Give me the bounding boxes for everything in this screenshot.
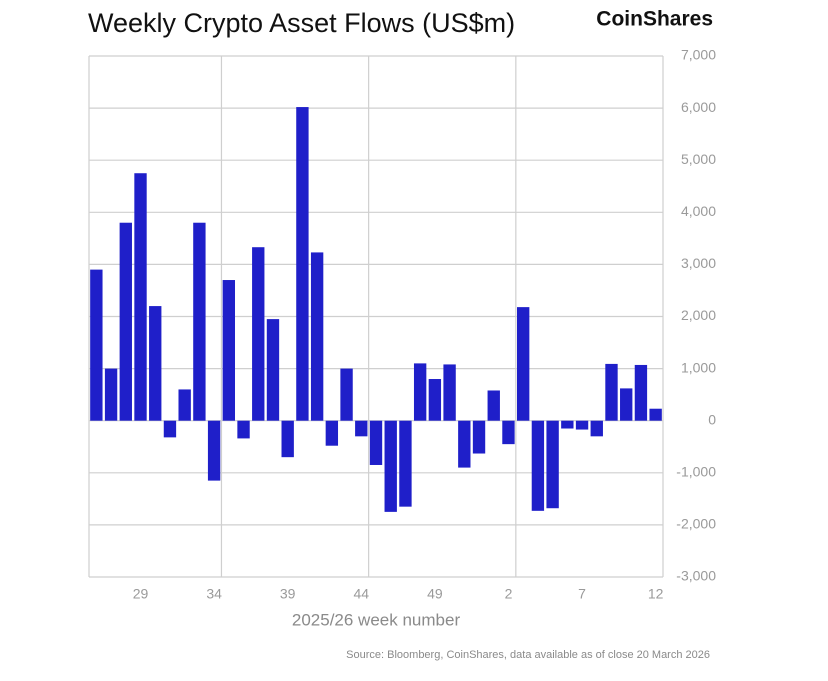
x-tick-label: 39: [280, 586, 296, 602]
bar: [472, 420, 486, 454]
bar: [104, 368, 118, 421]
y-tick-label: 0: [708, 411, 716, 427]
y-tick-label: 5,000: [681, 151, 716, 167]
x-tick-label: 49: [427, 586, 443, 602]
bar: [252, 247, 265, 421]
bar: [134, 173, 147, 421]
y-tick-label: 6,000: [681, 99, 716, 115]
bar: [149, 306, 162, 421]
bar: [119, 222, 132, 421]
bar: [605, 363, 618, 421]
bar: [222, 280, 236, 421]
x-tick-label: 2: [505, 586, 513, 602]
bar: [575, 420, 589, 430]
bar: [634, 364, 648, 421]
bar: [399, 420, 412, 507]
bar: [281, 420, 294, 458]
y-tick-label: 3,000: [681, 255, 716, 271]
bar: [90, 269, 103, 421]
bar: [325, 420, 339, 446]
bar: [178, 389, 191, 421]
x-axis-title: 2025/26 week number: [292, 610, 461, 629]
y-tick-label: -2,000: [676, 516, 716, 532]
bar: [163, 420, 177, 438]
y-tick-label: 4,000: [681, 203, 716, 219]
bar: [296, 107, 309, 421]
x-tick-label: 12: [648, 586, 664, 602]
bar: [237, 420, 250, 439]
y-tick-label: 1,000: [681, 359, 716, 375]
source-note: Source: Bloomberg, CoinShares, data avai…: [346, 649, 710, 661]
x-tick-label: 34: [206, 586, 222, 602]
bar: [458, 420, 471, 468]
chart-title: Weekly Crypto Asset Flows (US$m): [88, 8, 515, 38]
bar: [561, 420, 574, 429]
y-tick-label: 2,000: [681, 307, 716, 323]
bar: [620, 388, 633, 421]
bar: [369, 420, 383, 465]
bar: [310, 252, 324, 421]
y-tick-label: -3,000: [676, 568, 716, 584]
x-tick-label: 29: [133, 586, 149, 602]
bar: [428, 379, 442, 421]
bar: [649, 408, 662, 421]
x-tick-label: 44: [353, 586, 369, 602]
bar: [266, 319, 280, 421]
bar: [384, 420, 397, 512]
y-tick-label: 7,000: [681, 47, 716, 63]
bar: [340, 368, 353, 421]
bar: [193, 222, 206, 421]
bar: [590, 420, 603, 437]
bar: [413, 363, 427, 421]
bar: [531, 420, 545, 511]
bar: [443, 364, 456, 421]
bar: [546, 420, 559, 509]
y-tick-label: -1,000: [676, 464, 716, 480]
brand-logo: CoinShares: [596, 8, 713, 31]
bar: [516, 307, 530, 421]
bar: [207, 420, 221, 481]
bar: [355, 420, 368, 437]
bar: [502, 420, 515, 445]
bar: [487, 390, 500, 421]
x-tick-label: 7: [578, 586, 586, 602]
